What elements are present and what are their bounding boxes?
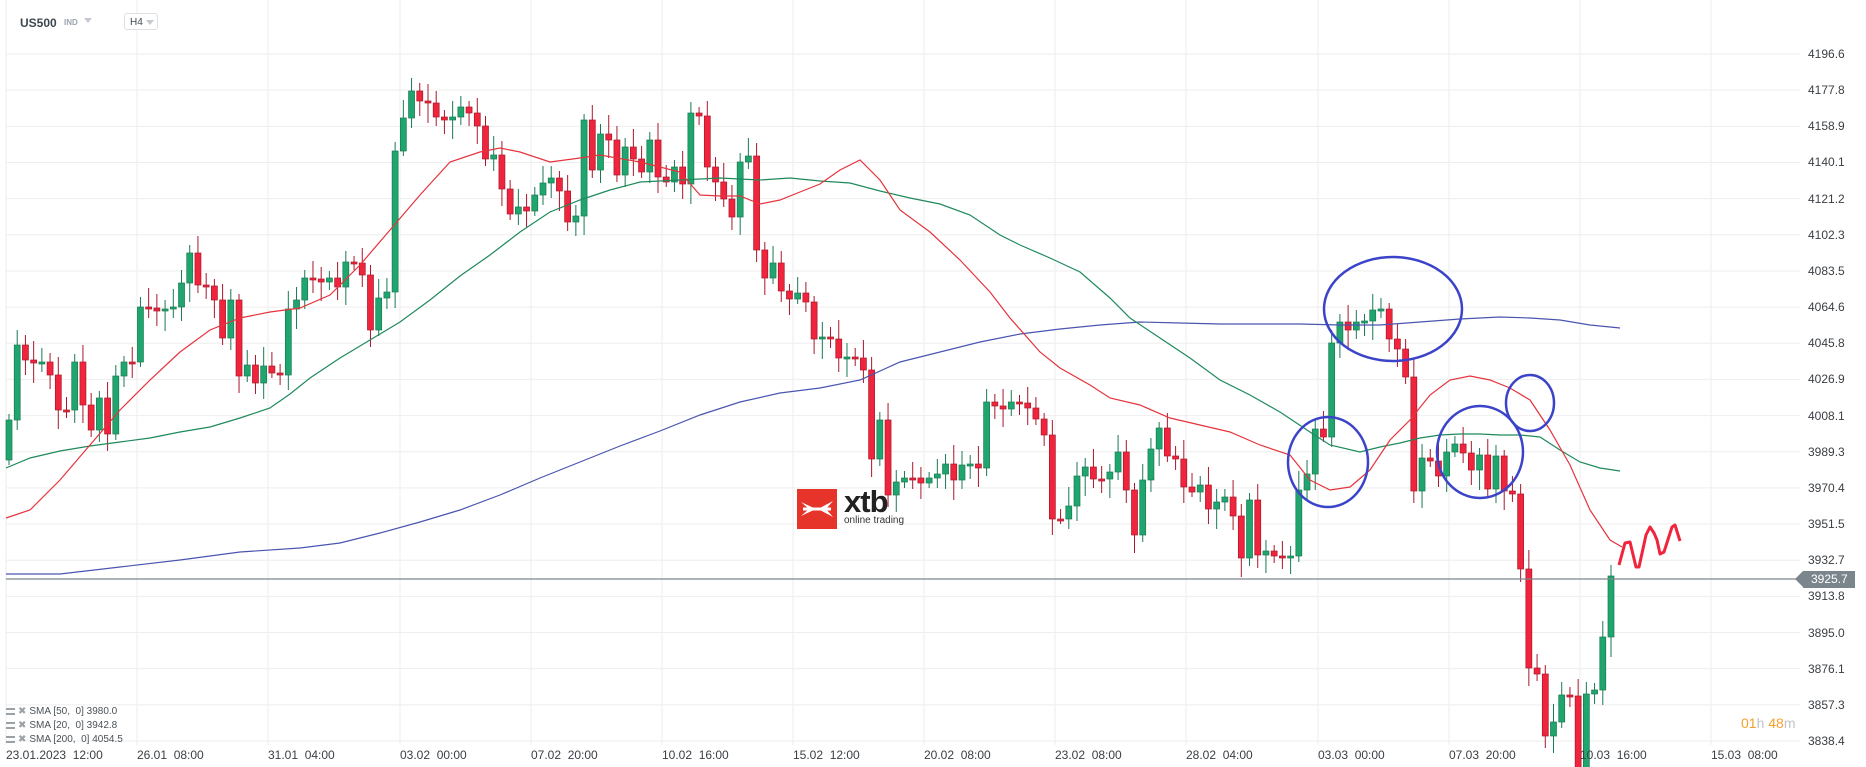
indicator-settings-icon[interactable] (6, 722, 15, 729)
price-tick-label: 3895.0 (1808, 625, 1845, 640)
time-tick-label: 07.02 20:00 (531, 748, 598, 762)
price-tick-label: 4196.6 (1808, 47, 1845, 61)
legend-sma200: ✖ SMA [200, 0] 4054.5 (6, 734, 123, 745)
time-tick-label: 28.02 04:00 (1186, 748, 1253, 762)
price-tick-label: 4008.1 (1808, 408, 1845, 423)
symbol-type-badge: IND (64, 18, 78, 27)
symbol-dropdown-chevron-icon[interactable] (84, 18, 92, 23)
price-tick-label: 4083.5 (1808, 263, 1845, 278)
price-tick-label: 3913.8 (1808, 589, 1845, 604)
time-tick-label: 20.02 08:00 (924, 748, 991, 762)
candle-countdown-timer: 01h 48m (1741, 715, 1796, 731)
price-tick-label: 4045.8 (1808, 336, 1845, 351)
close-icon[interactable]: ✖ (18, 706, 27, 717)
price-tick-label: 3932.7 (1808, 553, 1845, 568)
legend-sma50: ✖ SMA [50, 0] 3980.0 (6, 706, 117, 717)
timeframe-value: H4 (130, 17, 143, 28)
time-tick-label: 07.03 20:00 (1449, 748, 1516, 762)
price-tick-label: 3951.5 (1808, 517, 1845, 532)
time-tick-label: 31.01 04:00 (268, 748, 335, 762)
price-tick-label: 4102.3 (1808, 227, 1845, 242)
price-tick-label: 3857.3 (1808, 697, 1845, 712)
price-tick-label: 3838.4 (1808, 734, 1845, 748)
price-tick-label: 3876.1 (1808, 661, 1845, 676)
time-tick-label: 26.01 08:00 (137, 748, 204, 762)
symbol-name[interactable]: US500 (20, 16, 57, 30)
time-tick-label: 15.02 12:00 (793, 748, 860, 762)
timeframe-chevron-down-icon (146, 20, 154, 25)
price-tick-label: 4177.8 (1808, 83, 1845, 98)
time-tick-label: 23.02 08:00 (1055, 748, 1122, 762)
time-tick-label: 10.02 16:00 (662, 748, 729, 762)
indicator-settings-icon[interactable] (6, 708, 15, 715)
logo-wordmark: xtb (844, 484, 889, 519)
logo-tagline: online trading (844, 515, 905, 526)
current-price-marker: 3925.7 (1795, 571, 1855, 588)
time-tick-label: 15.03 08:00 (1711, 748, 1778, 762)
time-tick-label: 03.02 00:00 (400, 748, 467, 762)
price-tick-label: 4026.9 (1808, 372, 1845, 387)
price-tick-label: 4064.6 (1808, 300, 1845, 315)
indicator-settings-icon[interactable] (6, 736, 15, 743)
time-tick-label: 23.01.2023 12:00 (6, 748, 103, 762)
close-icon[interactable]: ✖ (18, 734, 27, 745)
xtb-logo-mark-icon (797, 489, 837, 529)
price-tick-label: 4121.2 (1808, 191, 1845, 206)
price-tick-label: 3970.4 (1808, 480, 1845, 495)
timeframe-select[interactable]: H4 (124, 13, 158, 30)
time-tick-label: 03.03 00:00 (1318, 748, 1385, 762)
price-tick-label: 3989.3 (1808, 444, 1845, 459)
time-tick-label: 10.03 16:00 (1580, 748, 1647, 762)
xtb-logo: xtb online trading (797, 484, 905, 529)
price-tick-label: 4140.1 (1808, 155, 1845, 170)
price-tick-label: 4158.9 (1808, 119, 1845, 134)
close-icon[interactable]: ✖ (18, 720, 27, 731)
legend-sma20: ✖ SMA [20, 0] 3942.8 (6, 720, 117, 731)
